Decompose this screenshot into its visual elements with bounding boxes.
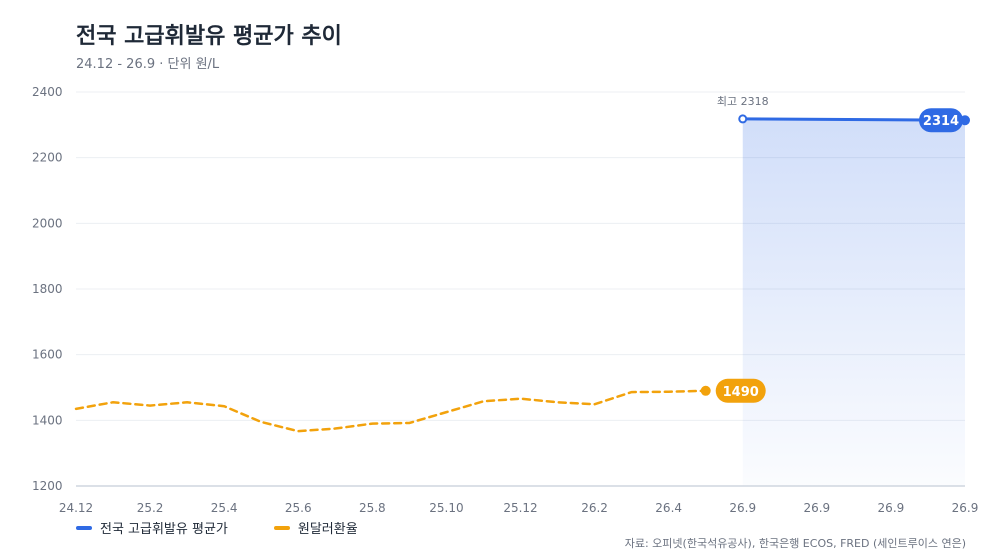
x-tick-label: 25.6 [285, 501, 312, 515]
y-tick-label: 2000 [32, 216, 63, 230]
axes: 1200 1400 1600 1800 2000 2200 2400 24.12 25.2 25.… [32, 85, 978, 515]
x-tick-label: 25.2 [137, 501, 164, 515]
legend-item-gasoline[interactable]: 전국 고급휘발유 평균가 [76, 518, 228, 537]
chart-title: 전국 고급휘발유 평균가 추이 [76, 24, 342, 49]
legend: 전국 고급휘발유 평균가 원달러환율 [76, 518, 358, 537]
x-tick-label: 26.9 [803, 501, 830, 515]
gasoline-end-label: 2314 [923, 114, 959, 129]
legend-swatch-fx [273, 525, 290, 530]
legend-swatch-gasoline [76, 525, 92, 530]
y-tick-label: 1800 [32, 282, 63, 296]
chart-subtitle: 24.12 - 26.9 · 단위 원/L [76, 57, 220, 72]
fx-end-point [700, 385, 711, 396]
gasoline-max-point [738, 114, 748, 124]
x-tick-label: 25.4 [211, 501, 238, 515]
legend-label-gasoline: 전국 고급휘발유 평균가 [100, 522, 228, 537]
x-tick-label: 26.9 [729, 501, 756, 515]
x-tick-label: 24.12 [59, 501, 93, 515]
y-tick-label: 2400 [32, 85, 63, 99]
x-tick-label: 26.2 [581, 501, 608, 515]
gasoline-max-label: 최고 2318 [717, 95, 769, 108]
x-tick-label: 26.9 [952, 501, 979, 515]
x-tick-label: 26.9 [878, 501, 905, 515]
x-tick-label: 25.8 [359, 501, 386, 515]
area-fill [742, 118, 965, 486]
y-tick-label: 2200 [32, 151, 63, 165]
x-tick-label: 26.4 [655, 501, 682, 515]
fx-end-badge [715, 378, 766, 403]
gasoline-area [742, 118, 965, 486]
fx-line [74, 389, 707, 433]
fx-end-label: 1490 [723, 385, 759, 400]
y-tick-label: 1400 [32, 413, 63, 427]
legend-label-fx: 원달러환율 [297, 522, 358, 537]
x-tick-label: 25.10 [429, 501, 463, 515]
y-tick-label: 1600 [32, 348, 63, 362]
data-labels: 최고 2318 2314 1490 [715, 95, 963, 403]
legend-item-fx[interactable]: 원달러환율 [273, 518, 358, 537]
gasoline-end-badge [919, 108, 963, 133]
source-note: 자료: 오피넷(한국석유공사), 한국은행 ECOS, FRED (세인트루이스… [624, 537, 966, 550]
y-tick-label: 1200 [32, 479, 63, 493]
x-tick-label: 25.12 [503, 501, 537, 515]
